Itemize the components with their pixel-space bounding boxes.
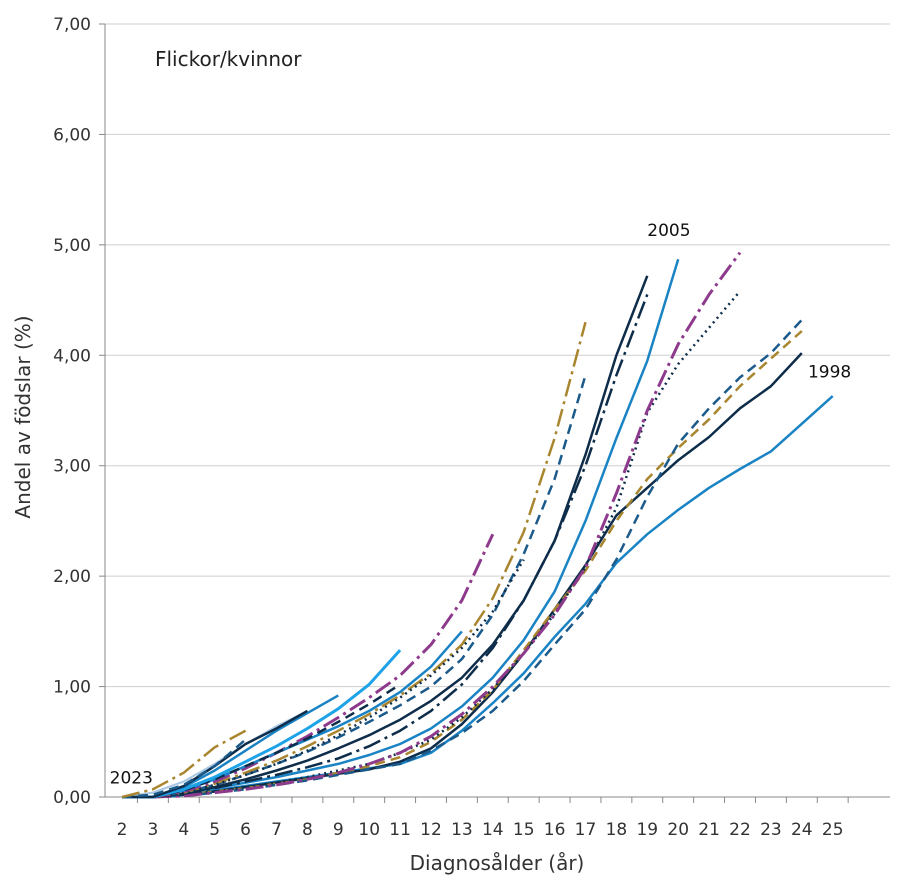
series-line-21 (121, 729, 247, 799)
x-tick-label: 22 (729, 820, 751, 840)
annotation-label: 2005 (647, 221, 690, 241)
y-tick-label: 2,00 (53, 567, 91, 587)
series-line-10 (122, 374, 587, 799)
y-tick-label: 0,00 (53, 788, 91, 808)
x-axis-label: Diagnosålder (år) (410, 851, 585, 875)
series-line-3 (122, 330, 803, 799)
annotation-label: 1998 (808, 362, 851, 382)
series-line-15 (122, 683, 401, 799)
series-line-4 (122, 319, 803, 799)
x-tick-label: 21 (698, 820, 720, 840)
x-tick-label: 25 (822, 820, 844, 840)
x-tick-label: 17 (575, 820, 597, 840)
x-tick-label: 11 (389, 820, 411, 840)
y-axis-label: Andel av födslar (%) (11, 315, 35, 518)
x-tick-label: 5 (209, 820, 220, 840)
series-line-20 (121, 738, 247, 799)
x-tick-label: 8 (302, 820, 313, 840)
axes (99, 23, 890, 803)
x-tick-label: 9 (333, 820, 344, 840)
y-tick-label: 5,00 (53, 236, 91, 256)
y-tick-label: 6,00 (53, 125, 91, 145)
series-line-5 (122, 290, 741, 799)
x-tick-label: 18 (606, 820, 628, 840)
x-tick-label: 13 (451, 820, 473, 840)
tick-labels: 0,001,002,003,004,005,006,007,002 3 4 5 6 7 8 9… (53, 15, 843, 840)
annotation-label: 2023 (110, 769, 153, 789)
x-tick-label: 6 (240, 820, 251, 840)
x-tick-label: 2 (117, 820, 128, 840)
y-tick-label: 3,00 (53, 457, 91, 477)
series-line-7 (122, 258, 680, 799)
x-tick-label: 7 (271, 820, 282, 840)
panel-label: Flickor/kvinnor (155, 47, 302, 71)
x-tick-label: 15 (513, 820, 535, 840)
x-tick-label: 16 (544, 820, 566, 840)
y-tick-label: 4,00 (53, 346, 91, 366)
y-tick-label: 1,00 (53, 678, 91, 698)
x-tick-label: 4 (178, 820, 189, 840)
gridlines (105, 23, 890, 688)
x-tick-label: 19 (636, 820, 658, 840)
series-line-1 (122, 395, 834, 799)
x-tick-label: 3 (147, 820, 158, 840)
series-line-6 (122, 251, 742, 799)
x-tick-label: 10 (358, 820, 380, 840)
x-tick-label: 23 (760, 820, 782, 840)
series-line-9 (122, 275, 649, 799)
series-line-13 (122, 533, 495, 799)
annotations: 2005 1998 2023 (110, 221, 852, 789)
series-line-8 (122, 294, 649, 799)
series-line-18 (121, 710, 308, 798)
x-tick-label: 20 (667, 820, 689, 840)
series-line-11 (122, 321, 587, 799)
series-lines (121, 251, 834, 799)
y-tick-label: 7,00 (53, 15, 91, 35)
x-tick-label: 14 (482, 820, 504, 840)
x-tick-label: 24 (791, 820, 813, 840)
x-tick-label: 12 (420, 820, 442, 840)
